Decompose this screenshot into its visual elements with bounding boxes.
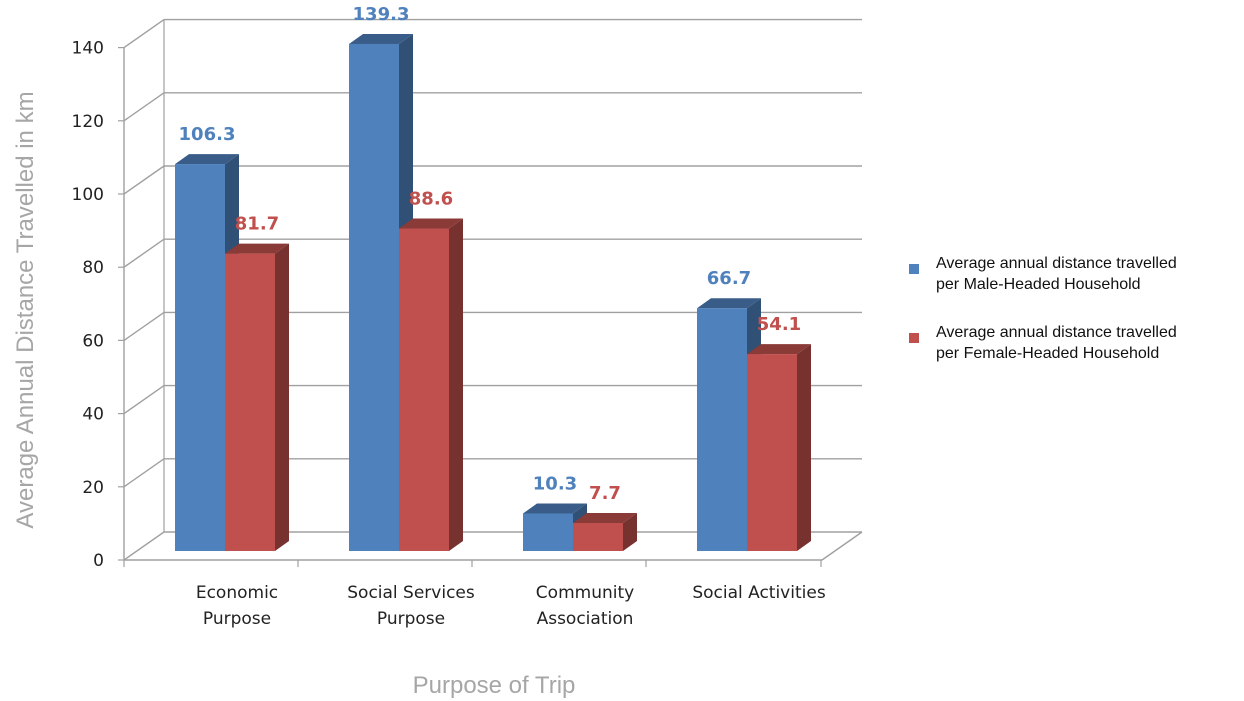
axes: 0 20 40 60 80 100 120 140 Economic Purpose Social … — [72, 19, 863, 629]
data-label: 81.7 — [235, 214, 279, 235]
y-tick-label: 140 — [72, 39, 104, 59]
data-label: 66.7 — [707, 268, 751, 289]
value-labels: 106.3 139.3 10.3 66.7 81.7 88.6 7.7 54.1 — [179, 4, 802, 504]
y-tick-label: 60 — [82, 331, 104, 351]
y-tick-label: 120 — [72, 112, 104, 132]
y-tick-label: 80 — [82, 258, 104, 278]
data-label: 139.3 — [353, 4, 410, 25]
legend-label: Average annual distance travelled per Fem… — [936, 324, 1177, 362]
bar-female — [573, 512, 637, 551]
x-axis-title: Purpose of Trip — [413, 672, 576, 699]
gridline-side — [123, 458, 165, 488]
legend-swatch — [909, 333, 919, 343]
legend-label: Average annual distance travelled per Mal… — [936, 255, 1177, 293]
x-tick-label: Social Services Purpose — [347, 583, 475, 629]
x-tick-label: Economic Purpose — [196, 583, 278, 629]
data-label: 10.3 — [533, 474, 577, 495]
gridline-side — [123, 385, 165, 415]
gridline-side — [123, 92, 165, 122]
x-tick-label: Community Association — [536, 583, 634, 629]
floor-edge — [821, 531, 863, 561]
bar-female — [747, 344, 811, 551]
x-tick-label: Social Activities — [692, 583, 826, 603]
gridline-side — [123, 531, 165, 561]
bars — [175, 33, 811, 552]
data-label: 88.6 — [409, 188, 453, 209]
y-tick-label: 40 — [82, 405, 104, 425]
y-tick-label: 100 — [72, 185, 104, 205]
bar-female — [225, 243, 289, 551]
legend: Average annual distance travelled per Mal… — [909, 255, 1177, 362]
gridline-side — [123, 311, 165, 341]
data-label: 7.7 — [589, 483, 621, 504]
y-tick-label: 0 — [93, 551, 104, 571]
gridline-side — [123, 165, 165, 195]
bar-female — [399, 218, 463, 551]
gridline-side — [123, 19, 165, 49]
data-label: 106.3 — [179, 124, 236, 145]
gridline-side — [123, 238, 165, 268]
data-label: 54.1 — [757, 314, 801, 335]
legend-swatch — [909, 264, 919, 274]
y-tick-label: 20 — [82, 478, 104, 498]
y-axis-title: Average Annual Distance Travelled in km — [12, 91, 39, 528]
bar-male — [523, 503, 587, 551]
